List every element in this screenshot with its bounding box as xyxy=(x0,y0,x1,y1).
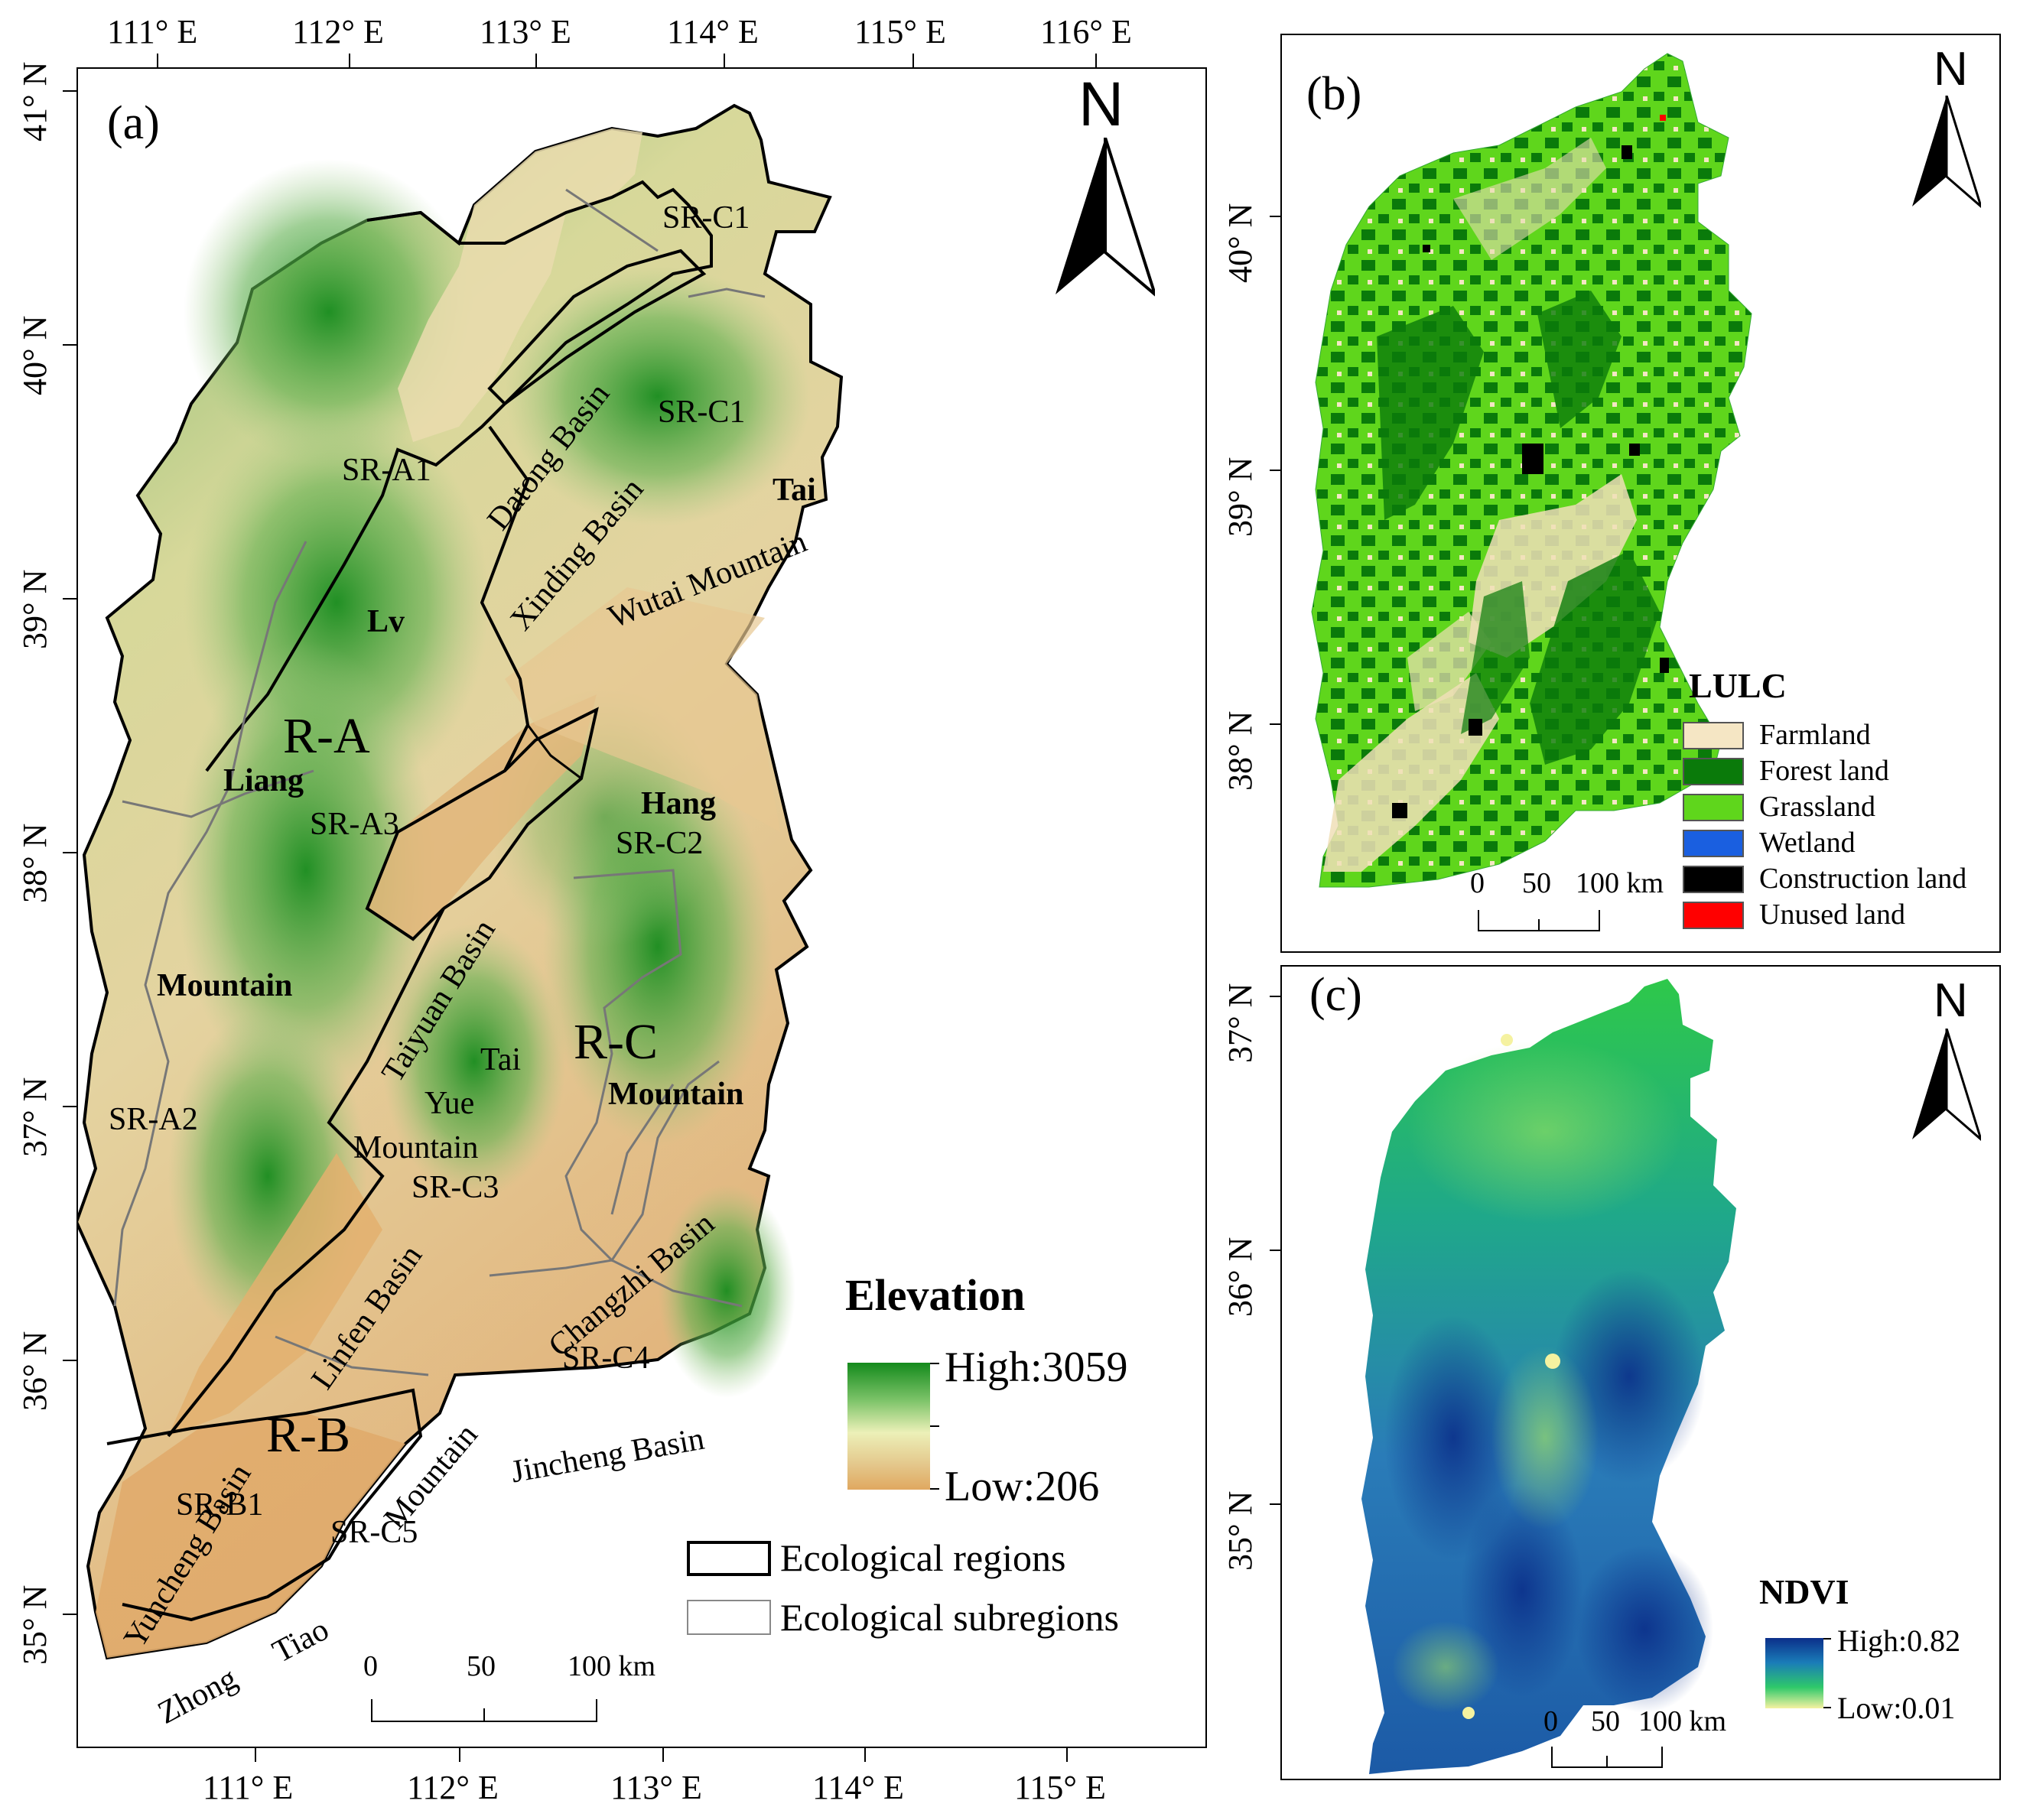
label-hang: Hang xyxy=(641,786,717,821)
scale-100: 100 km xyxy=(1576,867,1664,899)
lulc-label: Wetland xyxy=(1759,827,1856,859)
lulc-label: Construction land xyxy=(1759,863,1967,895)
lulc-swatch xyxy=(1683,722,1744,749)
label-lv: Lv xyxy=(367,604,405,639)
label-tai-mid: Tai xyxy=(480,1042,522,1077)
ecological-subregions-label: Ecological subregions xyxy=(780,1596,1119,1639)
lulc-label: Farmland xyxy=(1759,719,1871,751)
label-r-c: R-C xyxy=(574,1014,659,1070)
lulc-legend-title: LULC xyxy=(1689,666,1787,705)
elevation-high-label: High:3059 xyxy=(945,1344,1128,1391)
lulc-label: Unused land xyxy=(1759,899,1906,931)
ndvi-legend-title: NDVI xyxy=(1759,1572,1849,1611)
bottom-lon-label: 111° E xyxy=(203,1769,294,1806)
top-lon-label: 116° E xyxy=(1040,13,1132,50)
top-lon-label: 115° E xyxy=(854,13,946,50)
left-lat-label: 41° N xyxy=(16,61,54,141)
label-sr-a1: SR-A1 xyxy=(342,453,431,488)
top-lon-label: 111° E xyxy=(107,13,198,50)
label-sr-c1-mid: SR-C1 xyxy=(658,395,746,430)
label-mountain-a: Mountain xyxy=(157,968,293,1003)
ecological-regions-label: Ecological regions xyxy=(780,1536,1066,1579)
label-liang: Liang xyxy=(223,763,304,798)
lulc-swatch xyxy=(1683,902,1744,929)
elevation-color-ramp xyxy=(847,1363,930,1490)
bottom-lon-label: 113° E xyxy=(610,1769,702,1806)
scale-0: 0 xyxy=(1543,1705,1558,1737)
scale-0: 0 xyxy=(1470,867,1485,899)
left-lat-label: 36° N xyxy=(16,1331,54,1411)
panel-c-label: (c) xyxy=(1309,969,1362,1021)
label-sr-c4: SR-C4 xyxy=(562,1341,650,1376)
label-sr-c3: SR-C3 xyxy=(411,1170,499,1205)
panel-c-lat-label: 36° N xyxy=(1221,1237,1259,1317)
panel-a-label: (a) xyxy=(107,97,160,149)
scale-50: 50 xyxy=(1591,1705,1620,1737)
bottom-lon-label: 115° E xyxy=(1014,1769,1106,1806)
lulc-swatch xyxy=(1683,830,1744,857)
left-lat-label: 39° N xyxy=(16,569,54,649)
panel-b-lat-label: 40° N xyxy=(1221,203,1259,283)
ndvi-low-label: Low:0.01 xyxy=(1837,1691,1956,1725)
bottom-lon-label: 112° E xyxy=(407,1769,499,1806)
lulc-swatch xyxy=(1683,794,1744,821)
north-arrow-icon xyxy=(1912,1029,1981,1141)
label-yue-mountain: Mountain xyxy=(353,1130,479,1165)
elevation-legend-title: Elevation xyxy=(845,1270,1026,1320)
scale-100: 100 km xyxy=(568,1650,656,1682)
bottom-lon-label: 114° E xyxy=(812,1769,904,1806)
scale-0: 0 xyxy=(363,1650,378,1682)
label-sr-c2: SR-C2 xyxy=(616,826,704,861)
top-lon-label: 114° E xyxy=(667,13,759,50)
lulc-label: Forest land xyxy=(1759,755,1889,787)
lulc-swatch xyxy=(1683,758,1744,785)
north-arrow-icon xyxy=(1912,96,1981,208)
ndvi-color-ramp xyxy=(1765,1638,1823,1708)
ndvi-map xyxy=(1361,979,1736,1774)
scale-50: 50 xyxy=(467,1650,496,1682)
lulc-map xyxy=(1311,53,1752,888)
elevation-low-label: Low:206 xyxy=(945,1463,1100,1510)
label-sr-a2: SR-A2 xyxy=(109,1102,198,1137)
left-lat-label: 40° N xyxy=(16,315,54,395)
label-r-b: R-B xyxy=(266,1407,351,1463)
panel-b-lat-label: 39° N xyxy=(1221,457,1259,537)
label-sr-b1: SR-B1 xyxy=(176,1487,264,1523)
ndvi-high-label: High:0.82 xyxy=(1837,1623,1961,1658)
panel-c-lat-label: 37° N xyxy=(1221,983,1259,1063)
panel-c-lat-label: 35° N xyxy=(1221,1490,1259,1571)
label-mountain-c: Mountain xyxy=(608,1077,744,1112)
label-sr-c1-top: SR-C1 xyxy=(662,200,750,236)
top-lon-label: 112° E xyxy=(292,13,384,50)
scale-100: 100 km xyxy=(1638,1705,1727,1737)
lulc-label: Grassland xyxy=(1759,791,1875,823)
elevation-map xyxy=(76,103,844,1660)
ecological-subregions-swatch xyxy=(687,1600,771,1635)
north-label: N xyxy=(1934,43,1968,96)
lulc-swatch xyxy=(1683,866,1744,893)
panel-b-label: (b) xyxy=(1306,68,1362,120)
left-lat-label: 37° N xyxy=(16,1077,54,1157)
left-lat-label: 38° N xyxy=(16,823,54,903)
north-arrow-icon xyxy=(1056,138,1155,297)
top-lon-label: 113° E xyxy=(480,13,571,50)
north-label: N xyxy=(1934,974,1968,1027)
label-tai-top: Tai xyxy=(773,473,816,508)
scale-50: 50 xyxy=(1522,867,1551,899)
north-label: N xyxy=(1078,70,1124,139)
left-lat-label: 35° N xyxy=(16,1584,54,1665)
panel-b-lat-label: 38° N xyxy=(1221,710,1259,791)
label-sr-a3: SR-A3 xyxy=(310,807,399,842)
label-yue: Yue xyxy=(424,1086,475,1121)
ecological-regions-swatch xyxy=(687,1541,771,1576)
label-sr-c5: SR-C5 xyxy=(330,1515,418,1550)
label-r-a: R-A xyxy=(283,708,370,764)
